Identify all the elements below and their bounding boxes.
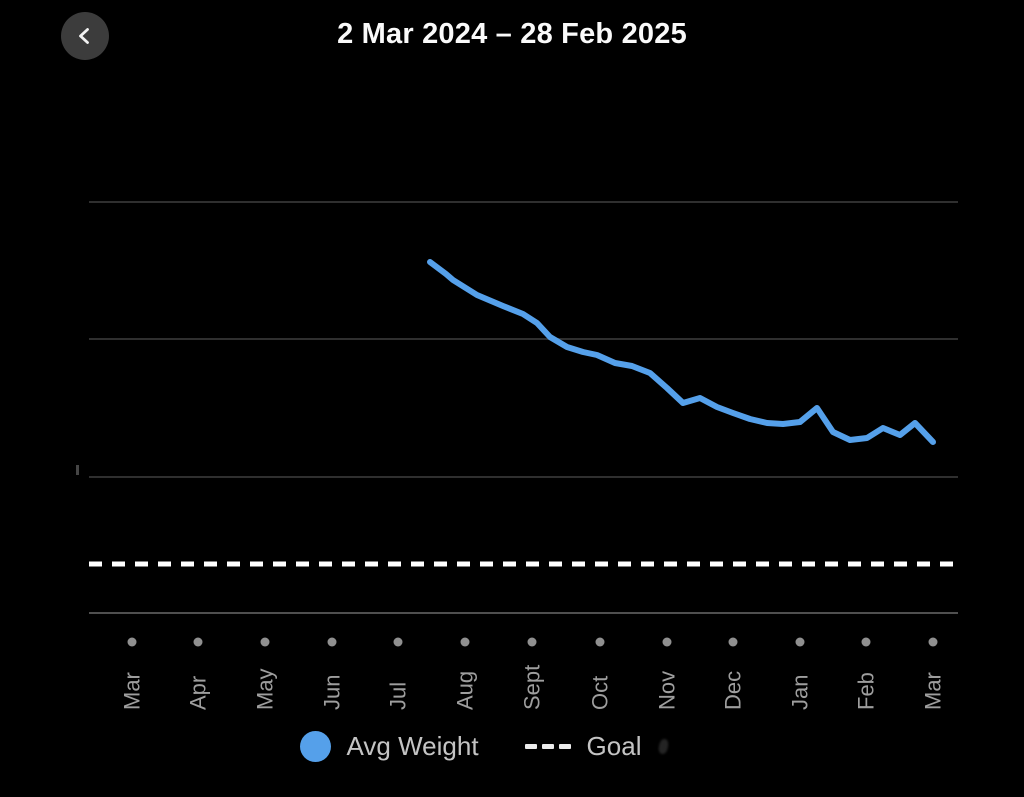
avg-weight-line: [427, 259, 936, 445]
x-tick-dot: [861, 637, 871, 647]
goal-value-redacted: [658, 738, 670, 755]
x-tick-dot: [662, 637, 672, 647]
chevron-left-icon: [72, 23, 98, 49]
x-tick-label: Sept: [520, 665, 545, 710]
x-tick-label: Jan: [788, 675, 813, 710]
x-tick-dot: [728, 637, 738, 647]
x-tick-label: Feb: [854, 672, 879, 710]
x-tick-label: Aug: [453, 671, 478, 710]
x-tick-label: Jul: [386, 682, 411, 710]
x-tick-label: Mar: [921, 672, 946, 710]
x-tick-dot: [193, 637, 203, 647]
y-axis-label-remnant: [76, 465, 79, 475]
legend-label-goal: Goal: [586, 731, 642, 761]
x-tick-dot: [260, 637, 270, 647]
x-tick-label: Nov: [655, 671, 680, 710]
x-tick-dot: [595, 637, 605, 647]
x-tick-dot: [460, 637, 470, 647]
legend-item-goal: Goal: [524, 731, 670, 762]
avg-weight-marker-icon: [299, 731, 331, 762]
x-tick-label: Jun: [320, 675, 345, 710]
x-tick-label: Mar: [120, 672, 145, 710]
x-tick-dot: [928, 637, 938, 647]
x-tick-dot: [795, 637, 805, 647]
legend-item-avg-weight: Avg Weight: [299, 731, 479, 762]
x-tick-dot: [127, 637, 137, 647]
chart-legend: Avg Weight Goal: [0, 731, 968, 762]
x-tick-label: Dec: [721, 671, 746, 710]
x-tick-label: Apr: [186, 676, 211, 710]
back-button[interactable]: [61, 12, 109, 60]
x-tick-label: Oct: [588, 676, 613, 710]
goal-dashed-line-icon: [524, 744, 571, 749]
x-tick-dot: [527, 637, 537, 647]
x-tick-dot: [327, 637, 337, 647]
legend-label-avg-weight: Avg Weight: [346, 731, 479, 761]
page-title: 2 Mar 2024 – 28 Feb 2025: [337, 18, 687, 50]
x-tick-dot: [393, 637, 403, 647]
x-tick-label: May: [253, 668, 278, 710]
